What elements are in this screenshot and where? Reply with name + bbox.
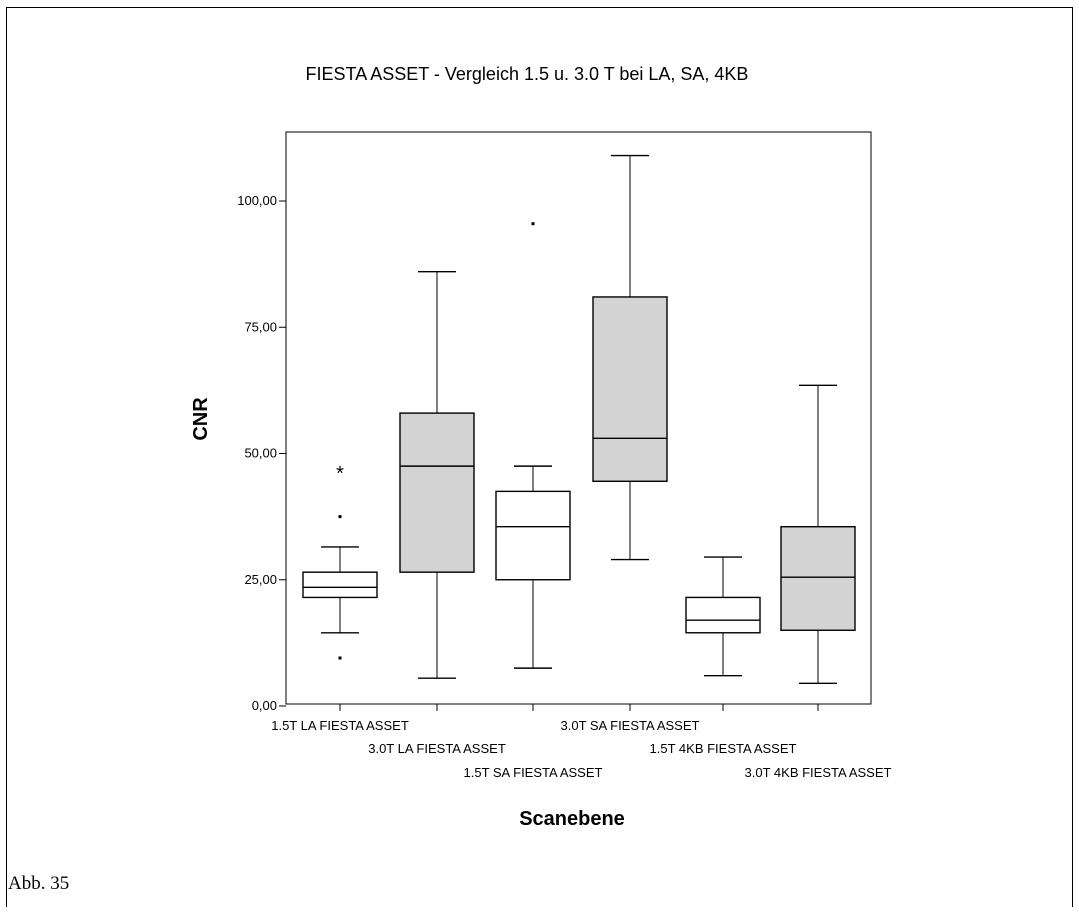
figure-caption: Abb. 35 bbox=[8, 873, 70, 894]
y-tick-label: 100,00 bbox=[237, 193, 277, 208]
outlier-point bbox=[338, 515, 342, 519]
box-group: * bbox=[302, 463, 378, 660]
x-tick-label: 1.5T SA FIESTA ASSET bbox=[464, 765, 603, 780]
y-tick-label: 25,00 bbox=[244, 572, 277, 587]
plot-area bbox=[285, 131, 872, 705]
y-tick-label: 0,00 bbox=[252, 698, 277, 713]
box bbox=[302, 571, 378, 599]
y-axis: 0,00 25,00 50,00 75,00 100,00 bbox=[237, 193, 286, 713]
box-group bbox=[592, 154, 668, 561]
box bbox=[495, 490, 571, 581]
chart-title: FIESTA ASSET - Vergleich 1.5 u. 3.0 T be… bbox=[306, 64, 749, 84]
x-tick-label: 3.0T SA FIESTA ASSET bbox=[561, 718, 700, 733]
x-axis: 1.5T LA FIESTA ASSET 3.0T LA FIESTA ASSET… bbox=[271, 704, 892, 780]
box bbox=[592, 296, 668, 482]
box bbox=[685, 596, 761, 634]
x-tick-label: 1.5T LA FIESTA ASSET bbox=[271, 718, 409, 733]
y-tick-label: 75,00 bbox=[244, 319, 277, 334]
box-group bbox=[399, 271, 475, 679]
x-tick-label: 3.0T LA FIESTA ASSET bbox=[368, 741, 506, 756]
figure-frame: FIESTA ASSET - Vergleich 1.5 u. 3.0 T be… bbox=[6, 7, 1073, 907]
box bbox=[399, 412, 475, 573]
x-tick-label: 1.5T 4KB FIESTA ASSET bbox=[650, 741, 797, 756]
x-tick-label: 3.0T 4KB FIESTA ASSET bbox=[745, 765, 892, 780]
outlier-point bbox=[338, 656, 342, 660]
boxes-group: * bbox=[302, 154, 856, 684]
y-axis-label: CNR bbox=[190, 397, 212, 441]
box-group bbox=[780, 384, 856, 684]
box-group bbox=[495, 222, 571, 669]
boxplot-chart: FIESTA ASSET - Vergleich 1.5 u. 3.0 T be… bbox=[190, 64, 892, 830]
box-group bbox=[685, 556, 761, 677]
x-axis-label: Scanebene bbox=[519, 808, 625, 830]
box bbox=[780, 526, 856, 631]
outlier-point bbox=[531, 222, 535, 226]
extreme-point: * bbox=[336, 463, 344, 485]
y-tick-label: 50,00 bbox=[244, 446, 277, 461]
